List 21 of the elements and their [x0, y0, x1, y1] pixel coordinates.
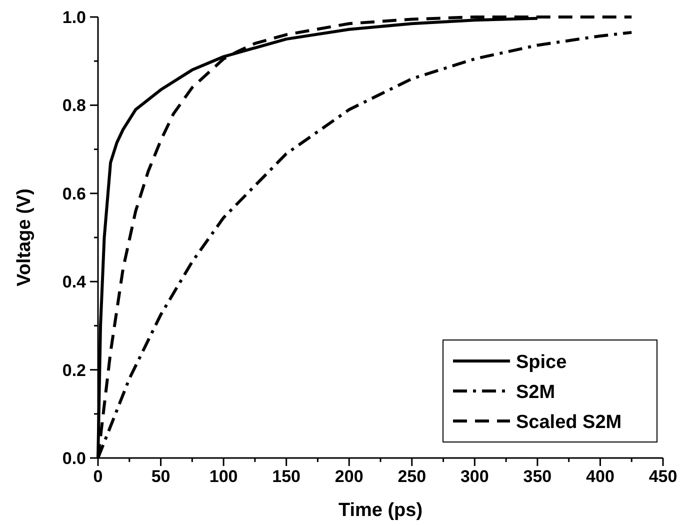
x-tick-label: 200 — [334, 467, 364, 486]
x-tick-label: 100 — [209, 467, 238, 486]
x-tick-label: 250 — [398, 467, 426, 486]
y-axis-title: Voltage (V) — [14, 188, 35, 286]
x-tick-label: 150 — [272, 467, 301, 486]
x-tick-label: 0 — [93, 467, 103, 486]
x-tick-label: 400 — [586, 467, 614, 486]
y-tick-label: 0.6 — [62, 184, 86, 204]
legend-label: Spice — [516, 352, 567, 373]
x-axis-title: Time (ps) — [338, 500, 423, 521]
y-tick-label: 0.0 — [62, 449, 86, 468]
y-tick-label: 0.8 — [62, 96, 86, 116]
legend-label: Scaled S2M — [516, 412, 622, 433]
x-tick-label: 50 — [151, 467, 170, 486]
x-tick-label: 450 — [648, 467, 678, 486]
y-tick-label: 0.4 — [62, 272, 87, 292]
y-tick-label: 1.0 — [62, 8, 86, 27]
x-tick-label: 300 — [460, 467, 489, 486]
y-tick-label: 0.2 — [62, 360, 86, 380]
legend-label: S2M — [516, 382, 556, 403]
x-tick-label: 350 — [523, 467, 552, 486]
